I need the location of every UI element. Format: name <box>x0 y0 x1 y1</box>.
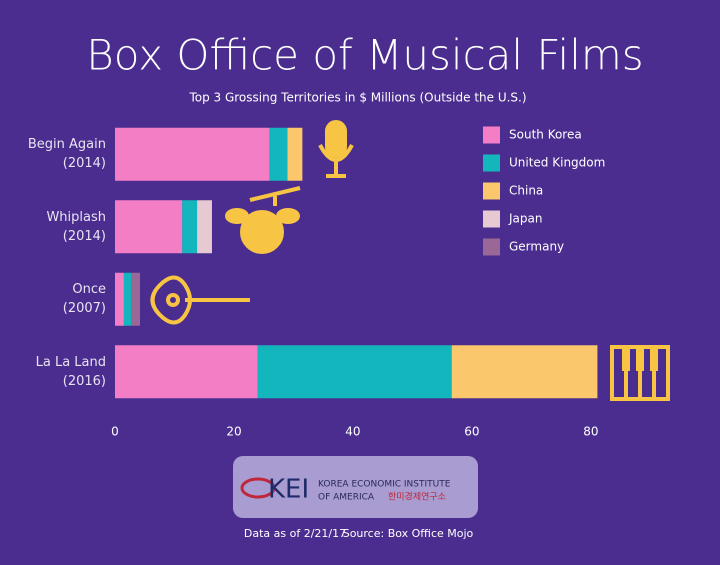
y-tick-label: Begin Again (2014) <box>27 137 106 172</box>
piano-black-keys <box>622 347 658 371</box>
legend-swatch <box>483 126 500 144</box>
footer-date: Data as of 2/21/17 <box>244 527 346 540</box>
bar-segment <box>451 345 598 399</box>
x-tick-label: 60 <box>464 425 479 439</box>
bar-segment <box>182 200 198 254</box>
bar-segment <box>115 345 258 399</box>
guitar-icon <box>150 275 250 325</box>
drum-tom <box>225 208 249 224</box>
logo-korean: 한미경제연구소 <box>388 491 446 503</box>
legend-label: United Kingdom <box>509 156 605 170</box>
logo-text: OF AMERICA <box>318 493 375 503</box>
bar-segment <box>115 272 124 326</box>
bar-segment <box>115 127 270 181</box>
guitar-hole <box>166 293 180 307</box>
y-tick-label: Whiplash (2014) <box>46 209 106 244</box>
chart-title: Box Office of Musical Films <box>86 31 643 80</box>
legend-swatch <box>483 238 500 256</box>
icons <box>150 120 670 401</box>
legend-swatch <box>483 210 500 228</box>
legend-label: China <box>509 184 543 198</box>
mic-icon <box>325 120 347 158</box>
x-tick-label: 20 <box>226 425 241 439</box>
bar-segment <box>287 127 303 181</box>
bar-segment <box>123 272 132 326</box>
bar-segment <box>197 200 212 254</box>
y-tick-label: La La Land (2016) <box>35 354 106 389</box>
chart-subtitle: Top 3 Grossing Territories in $ Millions… <box>188 91 526 105</box>
bar-segment <box>115 200 183 254</box>
x-tick-label: 80 <box>583 425 598 439</box>
x-tick-label: 40 <box>345 425 360 439</box>
legend-swatch <box>483 154 500 172</box>
x-tick-label: 0 <box>111 425 119 439</box>
legend-label: Germany <box>509 240 564 254</box>
bar-segment <box>131 272 140 326</box>
drum-cymbal <box>249 186 301 206</box>
bar-segment <box>257 345 452 399</box>
footer-source: Source: Box Office Mojo <box>343 527 474 540</box>
mic-stand <box>318 144 354 178</box>
logo-text: KOREA ECONOMIC INSTITUTE <box>318 480 451 490</box>
legend-label: Japan <box>508 212 542 226</box>
drum-icon <box>240 210 284 254</box>
logo-mark: KEI <box>268 475 309 505</box>
legend-swatch <box>483 182 500 200</box>
y-tick-label: Once (2007) <box>62 282 106 317</box>
logo-box <box>233 456 478 518</box>
bar-segment <box>269 127 288 181</box>
logo-swoosh <box>240 477 276 499</box>
drum-tom <box>276 208 300 224</box>
legend-label: South Korea <box>509 128 582 142</box>
